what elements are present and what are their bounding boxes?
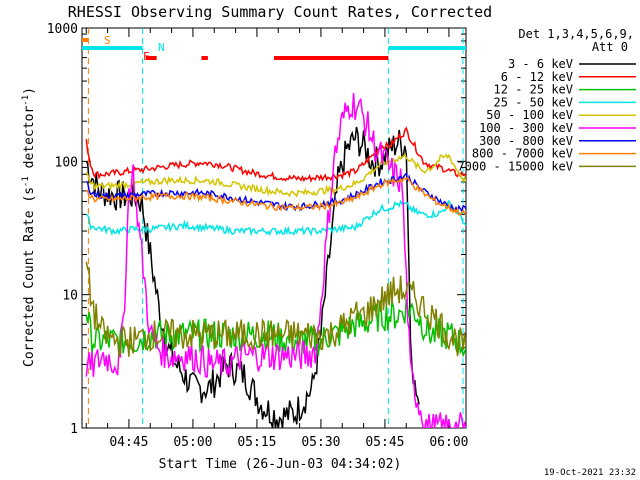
legend-label-2: 6 - 12 keV <box>501 70 573 84</box>
y-axis-label-sup1: -1 <box>21 176 31 187</box>
flag-label-F: F <box>143 50 150 63</box>
legend-label-9: 7000 - 15000 keV <box>457 159 573 173</box>
x-tick-label: 05:45 <box>365 435 404 450</box>
legend-header-line2: Att 0 <box>592 40 628 54</box>
x-tick-label: 06:00 <box>429 435 468 450</box>
y-axis-label-mid: detector <box>22 106 37 177</box>
series-line-2 <box>85 126 466 183</box>
x-tick-label: 05:30 <box>301 435 340 450</box>
series-line-9 <box>85 261 466 359</box>
series-line-6 <box>85 92 466 428</box>
x-tick-label: 05:15 <box>237 435 276 450</box>
series-group <box>85 28 466 428</box>
flag-label-N: N <box>158 41 165 54</box>
y-tick-label: 1000 <box>47 22 78 37</box>
y-axis-label-main: Corrected Count Rate (s <box>22 187 37 367</box>
x-tick-label: 04:45 <box>109 435 148 450</box>
legend-label-3: 12 - 25 keV <box>494 83 573 97</box>
y-tick-label: 100 <box>55 155 78 170</box>
x-axis-label: Start Time (26-Jun-03 04:34:02) <box>159 457 402 472</box>
legend-header-line1: Det 1,3,4,5,6,9, <box>518 27 634 41</box>
chart-title: RHESSI Observing Summary Count Rates, Co… <box>68 3 492 21</box>
x-tick-label: 05:00 <box>173 435 212 450</box>
flag-label-S: S <box>104 34 111 47</box>
series-line-7 <box>85 171 466 213</box>
y-tick-label: 1 <box>70 422 78 437</box>
series-line-1 <box>85 126 420 428</box>
y-axis-label: Corrected Count Rate (s-1 detector-1) <box>21 87 37 367</box>
legend-label-8: 800 - 7000 keV <box>472 147 573 161</box>
series-line-5 <box>85 152 466 198</box>
y-tick-label: 10 <box>62 289 78 304</box>
legend-label-6: 100 - 300 keV <box>479 121 573 135</box>
legend-label-5: 50 - 100 keV <box>486 108 573 122</box>
y-axis-label-sup2: -1 <box>21 95 31 106</box>
y-axis-label-end: ) <box>22 87 37 95</box>
series-line-8 <box>85 175 466 216</box>
legend-label-4: 25 - 50 keV <box>494 95 573 109</box>
legend-label-1: 3 - 6 keV <box>508 57 573 71</box>
axis-frame <box>81 27 467 429</box>
footer-timestamp: 19-Oct-2021 23:32 <box>544 468 636 478</box>
legend-label-7: 300 - 800 keV <box>479 134 573 148</box>
plot-area: 1 10 100 1000 04:45 05:00 05:15 05:30 05:45 06:00… <box>47 22 469 450</box>
